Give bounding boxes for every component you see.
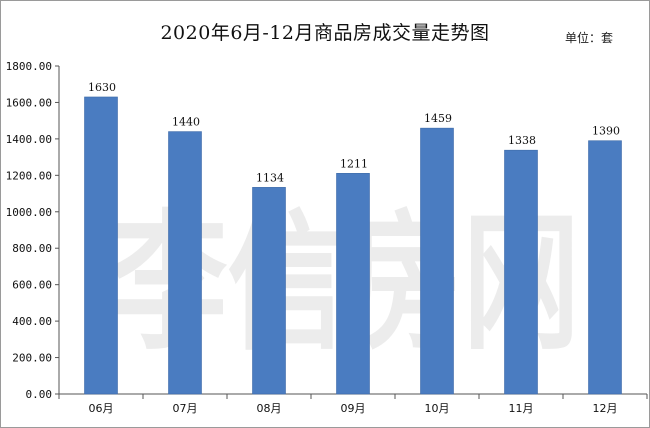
unit-label: 单位：套 <box>565 31 614 45</box>
bar <box>252 187 286 395</box>
bar <box>504 149 538 395</box>
data-label: 1390 <box>592 125 620 138</box>
y-tick-label: 1400.00 <box>6 133 52 146</box>
data-label: 1134 <box>256 171 284 184</box>
y-tick-label: 1000.00 <box>6 206 52 219</box>
y-tick-label: 1200.00 <box>6 169 52 182</box>
y-tick-label: 800.00 <box>12 242 52 255</box>
x-tick-label: 12月 <box>593 402 618 415</box>
x-tick-label: 06月 <box>89 402 114 415</box>
data-label: 1211 <box>340 157 368 170</box>
bar <box>84 96 118 395</box>
y-tick-label: 1600.00 <box>6 96 52 109</box>
bar <box>168 131 202 395</box>
x-tick-label: 11月 <box>509 402 534 415</box>
y-tick-label: 600.00 <box>12 279 52 292</box>
y-tick-label: 0.00 <box>26 388 53 401</box>
data-label: 1338 <box>508 134 536 147</box>
chart-title: 2020年6月-12月商品房成交量走势图 <box>160 22 490 44</box>
x-tick-label: 08月 <box>257 402 282 415</box>
x-tick-label: 07月 <box>173 402 198 415</box>
data-label: 1459 <box>424 112 452 125</box>
bar <box>420 127 454 395</box>
data-label: 1440 <box>172 116 200 129</box>
data-label: 1630 <box>88 81 116 94</box>
bar <box>588 140 622 395</box>
y-tick-label: 200.00 <box>12 352 52 365</box>
y-tick-label: 400.00 <box>12 315 52 328</box>
y-tick-label: 1800.00 <box>6 60 52 73</box>
bar <box>336 173 370 395</box>
x-tick-label: 09月 <box>341 402 366 415</box>
x-tick-label: 10月 <box>425 402 450 415</box>
